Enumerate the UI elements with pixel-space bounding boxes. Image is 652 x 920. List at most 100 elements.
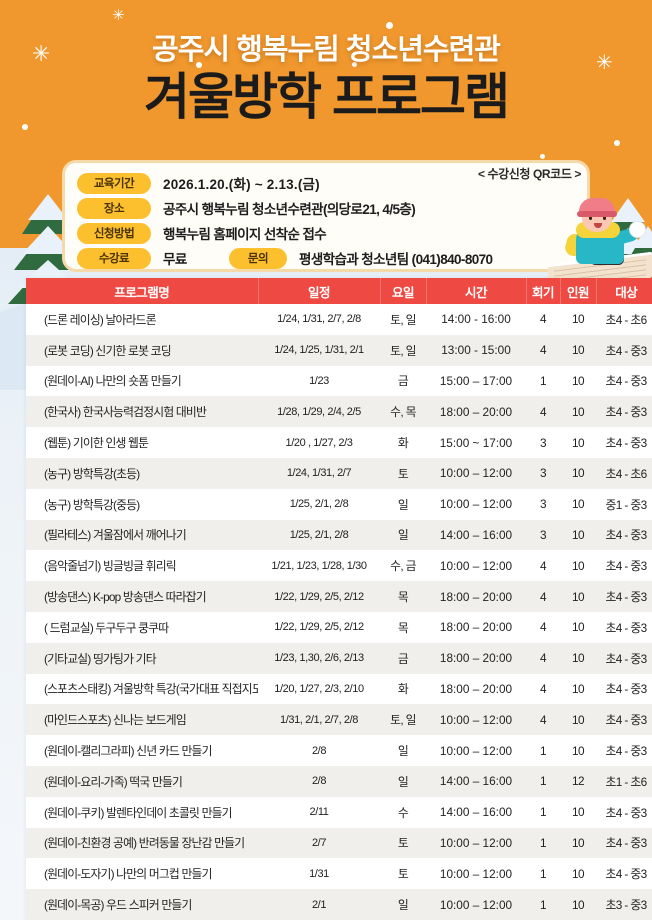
cell-time: 18:00 – 20:00 xyxy=(439,681,513,696)
value-period: 2026.1.20.(화) ~ 2.13.(금) xyxy=(163,177,320,192)
cell-time: 10:00 – 12:00 xyxy=(439,897,513,912)
label-fee: 수강료 xyxy=(77,247,151,269)
cell-schedule: 1/23 xyxy=(309,374,329,387)
cell-target: 초4 - 중3 xyxy=(605,682,647,697)
sparkle-icon: ✳ xyxy=(112,6,125,24)
cell-target: 초4 - 중3 xyxy=(605,867,647,882)
cell-target: 초4 - 중3 xyxy=(605,713,647,728)
table-row: (한국사) 한국사능력검정시험 대비반 1/28, 1/29, 2/4, 2/5 수… xyxy=(26,396,652,428)
cell-day: 일 xyxy=(397,774,409,789)
cell-program: ( 드럼교실) 두구두구 쿵쿠따 xyxy=(44,620,169,635)
cell-target: 초1 - 초6 xyxy=(605,774,647,789)
cell-sessions: 1 xyxy=(540,743,547,758)
label-period: 교육기간 xyxy=(77,172,151,194)
cell-capacity: 10 xyxy=(572,404,585,419)
cell-schedule: 1/21, 1/23, 1/28, 1/30 xyxy=(271,559,367,572)
cell-target: 초4 - 중3 xyxy=(605,836,647,851)
column-header-sessions: 회기 xyxy=(526,278,561,304)
cell-sessions: 3 xyxy=(540,435,547,450)
cell-schedule: 1/22, 1/29, 2/5, 2/12 xyxy=(274,590,364,603)
poster-header: 공주시 행복누림 청소년수련관 겨울방학 프로그램 xyxy=(0,0,652,124)
cell-time: 10:00 – 12:00 xyxy=(439,497,513,512)
cell-program: (원데이-캘리그라피) 신년 카드 만들기 xyxy=(44,744,212,759)
cell-day: 토, 일 xyxy=(390,343,416,358)
cell-schedule: 1/20 , 1/27, 2/3 xyxy=(285,436,353,449)
cell-program: (마인드스포츠) 신나는 보드게임 xyxy=(44,713,187,728)
cell-capacity: 10 xyxy=(572,897,585,912)
cell-program: (농구) 방학특강(초등) xyxy=(44,466,140,481)
cell-sessions: 1 xyxy=(540,373,547,388)
cell-target: 중1 - 중3 xyxy=(605,497,647,512)
cell-day: 수 xyxy=(397,805,409,820)
cell-time: 13:00 - 15:00 xyxy=(441,343,511,358)
table-row: (마인드스포츠) 신나는 보드게임 1/31, 2/1, 2/7, 2/8 토, 일… xyxy=(26,704,652,736)
cell-capacity: 10 xyxy=(572,373,585,388)
cell-target: 초3 - 중3 xyxy=(605,898,647,913)
cell-day: 목 xyxy=(397,620,409,635)
cell-schedule: 1/20, 1/27, 2/3, 2/10 xyxy=(274,682,364,695)
cell-target: 초4 - 중3 xyxy=(605,374,647,389)
cell-time: 10:00 – 12:00 xyxy=(439,866,513,881)
cell-day: 일 xyxy=(397,497,409,512)
cell-time: 14:00 – 16:00 xyxy=(439,774,513,789)
cell-day: 토, 일 xyxy=(390,312,416,327)
column-header-day: 요일 xyxy=(380,278,427,304)
cell-program: (농구) 방학특강(중등) xyxy=(44,497,140,512)
cell-capacity: 10 xyxy=(572,835,585,850)
column-header-program: 프로그램명 xyxy=(26,278,259,304)
cell-program: (원데이-도자기) 나만의 머그컵 만들기 xyxy=(44,867,212,882)
cell-day: 일 xyxy=(397,744,409,759)
cell-schedule: 1/22, 1/29, 2/5, 2/12 xyxy=(274,621,364,634)
program-info-card: < 수강신청 QR코드 > 교육기간 2026.1.20.(화) ~ 2.13.… xyxy=(62,160,590,272)
cell-time: 10:00 – 12:00 xyxy=(439,558,513,573)
cell-day: 토, 일 xyxy=(390,713,416,728)
cell-sessions: 1 xyxy=(540,835,547,850)
table-row: (원데이-AI) 나만의 숏폼 만들기 1/23 금 15:00 – 17:00 1 10… xyxy=(26,365,652,397)
cell-sessions: 3 xyxy=(540,497,547,512)
cell-sessions: 4 xyxy=(540,558,547,573)
dot-decoration xyxy=(196,62,202,68)
cell-capacity: 10 xyxy=(572,312,585,327)
cell-schedule: 1/24, 1/31, 2/7 xyxy=(286,467,352,480)
table-row: (기타교실) 띵가팅가 기타 1/23, 1,30, 2/6, 2/13 금 18:0… xyxy=(26,642,652,674)
table-row: (원데이-캘리그라피) 신년 카드 만들기 2/8 일 10:00 – 12:00 1 1… xyxy=(26,735,652,766)
column-header-capacity: 인원 xyxy=(560,278,597,304)
cell-time: 18:00 – 20:00 xyxy=(439,589,513,604)
dot-decoration xyxy=(386,22,393,29)
table-row: (방송댄스) K-pop 방송댄스 따라잡기 1/22, 1/29, 2/5, 2… xyxy=(26,581,652,612)
cell-sessions: 4 xyxy=(540,651,547,666)
venue-subtitle: 공주시 행복누림 청소년수련관 xyxy=(152,34,501,66)
cell-time: 15:00 – 17:00 xyxy=(439,373,513,388)
cell-schedule: 1/25, 2/1, 2/8 xyxy=(289,498,349,511)
cell-capacity: 10 xyxy=(572,620,585,635)
cell-program: (로봇 코딩) 신기한 로봇 코딩 xyxy=(44,343,172,358)
cell-time: 18:00 – 20:00 xyxy=(439,651,513,666)
cell-capacity: 10 xyxy=(572,681,585,696)
cell-sessions: 4 xyxy=(540,712,547,727)
table-row: (웹툰) 기이한 인생 웹툰 1/20 , 1/27, 2/3 화 15:00 ~ 1… xyxy=(26,427,652,458)
cell-sessions: 4 xyxy=(540,343,547,358)
cell-schedule: 2/11 xyxy=(309,806,329,819)
table-row: ( 드럼교실) 두구두구 쿵쿠따 1/22, 1/29, 2/5, 2/12 목 18… xyxy=(26,611,652,643)
cell-target: 초4 - 중3 xyxy=(605,590,647,605)
cell-capacity: 10 xyxy=(572,343,585,358)
cell-target: 초4 - 중3 xyxy=(605,651,647,666)
info-row-fee-inquiry: 수강료 무료 문의 평생학습과 청소년팀 (041)840-8070 xyxy=(77,246,573,270)
cell-sessions: 4 xyxy=(540,312,547,327)
cell-sessions: 4 xyxy=(540,681,547,696)
cell-schedule: 1/28, 1/29, 2/4, 2/5 xyxy=(277,405,361,418)
column-header-schedule: 일정 xyxy=(258,278,381,304)
table-row: (음악줄넘기) 빙글빙글 휘리릭 1/21, 1/23, 1/28, 1/30 수,… xyxy=(26,550,652,582)
table-row: (스포츠스태킹) 겨울방학 특강(국가대표 직접지도) 1/20, 1/27, 2… xyxy=(26,673,652,705)
cell-day: 일 xyxy=(397,898,409,913)
cell-sessions: 1 xyxy=(540,866,547,881)
table-row: (원데이-도자기) 나만의 머그컵 만들기 1/31 토 10:00 – 12:00 1… xyxy=(26,858,652,890)
cell-time: 18:00 – 20:00 xyxy=(439,404,513,419)
column-header-time: 시간 xyxy=(426,278,527,304)
label-inquiry: 문의 xyxy=(229,247,287,269)
value-place: 공주시 행복누림 청소년수련관(의당로21, 4/5층) xyxy=(163,202,416,217)
info-row-place: 장소 공주시 행복누림 청소년수련관(의당로21, 4/5층) xyxy=(77,196,573,220)
cell-program: (원데이-목공) 우드 스피커 만들기 xyxy=(44,898,192,913)
dot-decoration xyxy=(22,124,28,130)
